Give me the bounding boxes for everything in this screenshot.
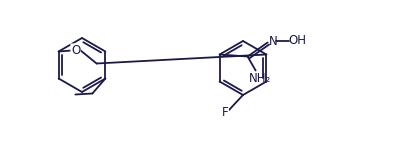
- Text: OH: OH: [289, 34, 307, 47]
- Text: O: O: [71, 44, 80, 57]
- Text: NH₂: NH₂: [249, 72, 271, 85]
- Text: N: N: [269, 35, 277, 48]
- Text: F: F: [222, 106, 228, 120]
